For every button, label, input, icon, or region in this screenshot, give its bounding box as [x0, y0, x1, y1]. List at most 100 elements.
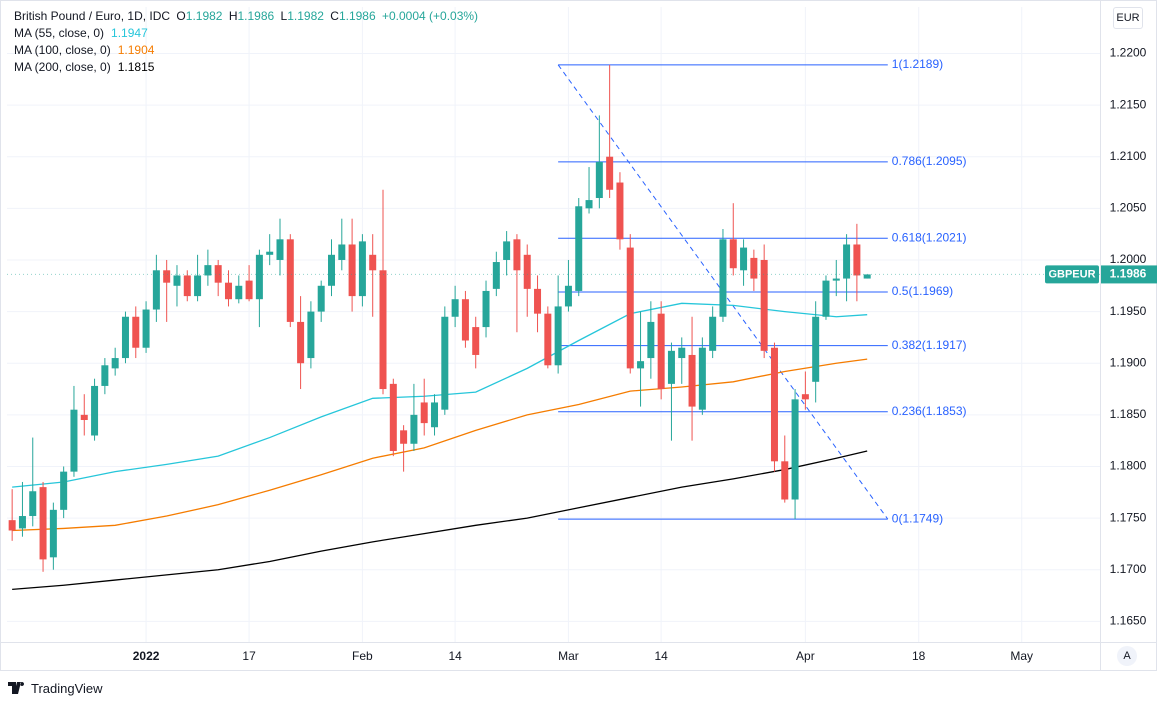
x-tick-label: 18: [912, 649, 926, 663]
ohlc-label: O: [176, 9, 186, 23]
candle-body: [544, 313, 552, 366]
candle-body: [585, 200, 593, 209]
candle-body: [832, 278, 840, 281]
candle-body: [431, 402, 439, 428]
candle-body: [183, 275, 191, 297]
candle-body: [451, 299, 459, 317]
x-tick-label: 14: [654, 649, 668, 663]
candle-body: [729, 239, 737, 269]
y-tick-label: 1.1750: [1110, 510, 1147, 524]
candle-body: [121, 316, 129, 359]
candle-body: [667, 350, 675, 384]
fib-label: 0.786(1.2095): [892, 154, 967, 168]
x-tick-label: Apr: [796, 649, 815, 663]
candle-body: [781, 461, 789, 500]
ma-legend-row: MA (100, close, 0) 1.1904: [14, 43, 157, 57]
fib-label: 0.382(1.1917): [892, 338, 967, 352]
y-tick-label: 1.2000: [1110, 252, 1147, 266]
candle-body: [39, 487, 47, 560]
brand-logo: [8, 682, 25, 694]
candle-body: [626, 247, 634, 369]
candle-body: [389, 383, 397, 451]
y-tick-label: 1.1800: [1110, 459, 1147, 473]
candle-body: [812, 316, 820, 382]
ma-line: [12, 302, 868, 488]
auto-scale-button[interactable]: A: [1117, 646, 1137, 666]
currency-button[interactable]: EUR: [1113, 7, 1143, 29]
y-tick-label: 1.1950: [1110, 304, 1147, 318]
candle-body: [554, 306, 562, 366]
fib-label: 0(1.1749): [892, 511, 943, 525]
x-tick-label: 2022: [133, 649, 160, 663]
candle-body: [369, 254, 377, 271]
candle-body: [595, 161, 603, 199]
candle-body: [441, 316, 449, 410]
candle-body: [358, 241, 366, 297]
candle-body: [111, 358, 119, 369]
candle-body: [80, 414, 88, 421]
candle-body: [224, 282, 232, 300]
brand: TradingView: [8, 680, 103, 696]
candle-body: [678, 347, 686, 359]
candle-body: [400, 430, 408, 444]
candle-body: [49, 509, 57, 558]
candle-body: [513, 239, 521, 271]
candle-body: [770, 347, 778, 462]
symbol-tag: [1045, 265, 1099, 284]
ohlc-value: 1.1982: [185, 9, 223, 23]
candle-body: [616, 182, 624, 240]
candle-body: [276, 239, 284, 260]
candle-body: [245, 280, 253, 300]
candle-body: [8, 520, 16, 531]
ohlc-value: 1.1986: [237, 9, 275, 23]
ma-name: MA (100, close, 0): [14, 43, 111, 57]
candle-body: [338, 244, 346, 260]
candle-body: [740, 247, 748, 271]
candle-body: [410, 414, 418, 444]
x-tick-label: May: [1010, 649, 1033, 663]
candle-body: [637, 361, 645, 369]
candle-body: [297, 321, 305, 364]
candle-body: [420, 402, 428, 424]
candle-body: [132, 316, 140, 348]
candle-body: [760, 259, 768, 351]
candle-body: [719, 239, 727, 317]
candle-body: [152, 270, 160, 310]
y-tick-label: 1.1900: [1110, 355, 1147, 369]
symbol-tag-text: GBPEUR: [1048, 268, 1095, 280]
candle-body: [534, 288, 542, 314]
last-price-text: 1.1986: [1110, 267, 1147, 281]
candle-body: [564, 285, 572, 307]
candle-body: [482, 290, 490, 328]
candle-body: [286, 239, 294, 322]
candle-body: [657, 313, 665, 390]
ohlc-value: 1.1986: [338, 9, 376, 23]
y-tick-label: 1.2050: [1110, 201, 1147, 215]
ma-value: 1.1815: [117, 60, 155, 74]
ma-name: MA (55, close, 0): [14, 26, 105, 40]
candle-body: [647, 321, 655, 359]
x-tick-label: Feb: [352, 649, 373, 663]
ma-legend-row: MA (55, close, 0) 1.1947: [14, 26, 151, 40]
fib-label: 0.5(1.1969): [892, 284, 953, 298]
symbol-header: British Pound / Euro, 1D, IDC O1.1982 H1…: [14, 9, 481, 23]
candle-body: [503, 241, 511, 260]
candle-body: [214, 265, 222, 283]
candle-body: [709, 316, 717, 351]
title: British Pound / Euro, 1D, IDC: [14, 9, 171, 23]
candle-body: [194, 275, 202, 297]
y-tick-label: 1.1850: [1110, 407, 1147, 421]
fib-label: 1(1.2189): [892, 57, 943, 71]
brand-name: TradingView: [31, 680, 103, 696]
ohlc-label: L: [280, 9, 288, 23]
fib-label: 0.236(1.1853): [892, 404, 967, 418]
candle-body: [575, 206, 583, 291]
ohlc-label: C: [330, 9, 339, 23]
candle-body: [266, 251, 274, 255]
ma-value: 1.1904: [117, 43, 155, 57]
ma-value: 1.1947: [111, 26, 148, 40]
candle-body: [688, 354, 696, 407]
change: +0.0004 (+0.03%): [381, 9, 479, 23]
ma-line: [12, 358, 868, 532]
